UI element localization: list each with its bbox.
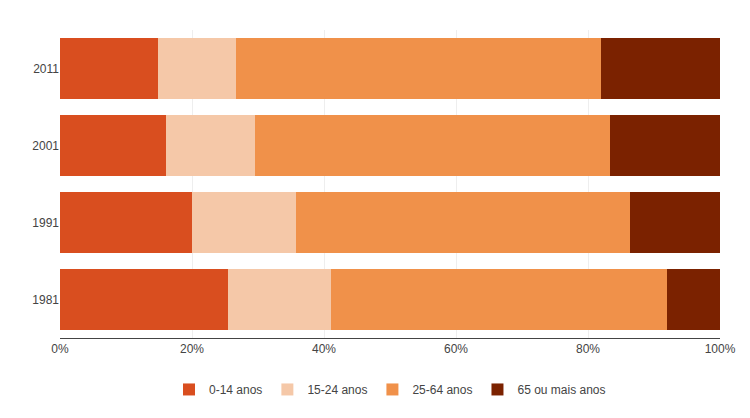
svg-text:2001: 2001	[32, 139, 59, 153]
svg-text:80%: 80%	[576, 342, 600, 356]
svg-text:25-64 anos: 25-64 anos	[412, 383, 472, 397]
svg-text:40%: 40%	[312, 342, 336, 356]
svg-text:2011: 2011	[33, 62, 59, 76]
svg-text:0-14 anos: 0-14 anos	[209, 383, 262, 397]
svg-text:1981: 1981	[32, 293, 59, 307]
svg-text:60%: 60%	[444, 342, 468, 356]
svg-text:15-24 anos: 15-24 anos	[307, 383, 367, 397]
svg-text:100%: 100%	[705, 342, 736, 356]
svg-text:0%: 0%	[51, 342, 69, 356]
svg-text:1991: 1991	[32, 216, 59, 230]
svg-text:65 ou mais anos: 65 ou mais anos	[517, 383, 605, 397]
svg-text:20%: 20%	[180, 342, 204, 356]
